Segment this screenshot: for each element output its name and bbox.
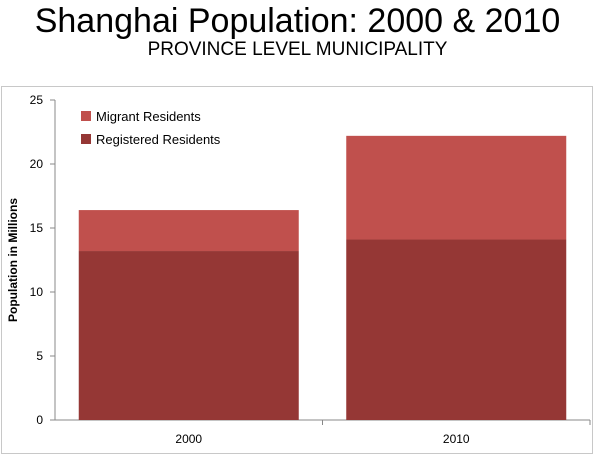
chart-frame [1,86,593,454]
bar-migrant-residents-2000 [78,210,299,252]
bar-registered-residents-2000 [78,251,299,420]
legend-swatch [81,134,91,144]
legend: Migrant Residents Registered Residents [75,101,232,157]
x-ticks: 2000 2010 [175,420,591,446]
y-tick-label: 10 [30,285,44,299]
x-tick-label: 2010 [443,432,470,446]
chart-subtitle: PROVINCE LEVEL MUNICIPALITY [147,39,448,60]
y-ticks: 0 5 10 15 20 25 [30,93,55,427]
legend-label: Migrant Residents [96,109,201,124]
legend-label: Registered Residents [96,132,221,147]
y-tick-label: 20 [30,157,44,171]
y-tick-label: 5 [36,349,43,363]
legend-swatch [81,111,91,121]
y-tick-label: 25 [30,93,44,107]
y-axis-label: Population in Millions [6,198,20,322]
x-tick-label: 2000 [175,432,202,446]
bars [78,135,567,420]
y-tick-label: 0 [36,413,43,427]
legend-box [75,101,232,157]
chart-title: Shanghai Population: 2000 & 2010 [34,2,561,40]
y-tick-label: 15 [30,221,44,235]
bar-registered-residents-2010 [346,239,567,420]
bar-migrant-residents-2010 [346,135,567,240]
